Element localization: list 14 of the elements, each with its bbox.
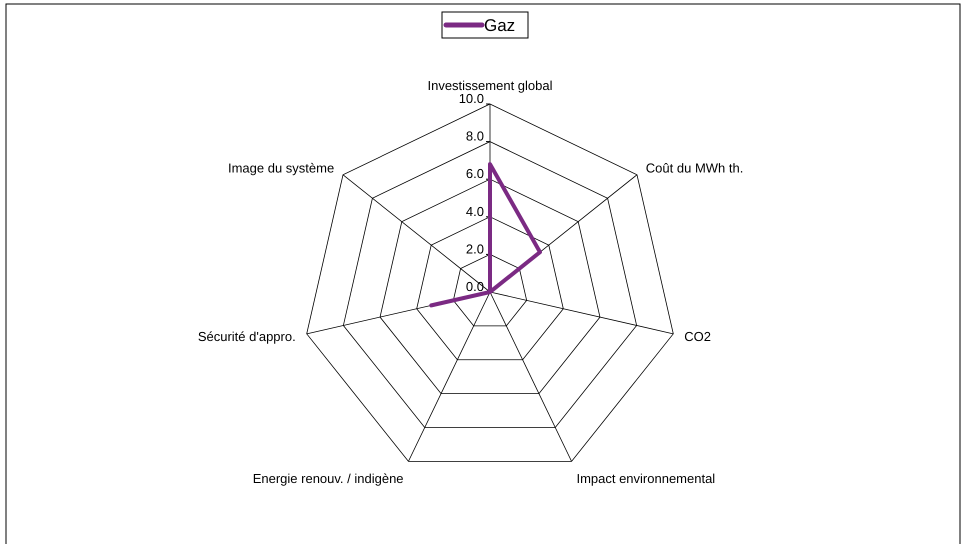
spoke-label: Investissement global [427, 78, 553, 94]
spoke-label: Coût du MWh th. [646, 160, 744, 176]
spoke-label: Image du système [228, 160, 334, 176]
y-tick-label: 6.0 [466, 166, 484, 182]
spoke-label: CO2 [684, 328, 712, 344]
y-tick-label: 4.0 [466, 204, 484, 219]
y-tick-label: 0.0 [466, 279, 484, 294]
y-tick-label: 8.0 [466, 128, 484, 144]
spoke-label: Sécurité d'appro. [198, 328, 296, 344]
spoke-label: Impact environnemental [576, 471, 716, 486]
spoke-label: Energie renouv. / indigène [252, 471, 404, 486]
legend-label: Gaz [484, 16, 516, 35]
y-tick-label: 2.0 [466, 241, 484, 256]
y-tick-label: 10.0 [458, 91, 484, 106]
